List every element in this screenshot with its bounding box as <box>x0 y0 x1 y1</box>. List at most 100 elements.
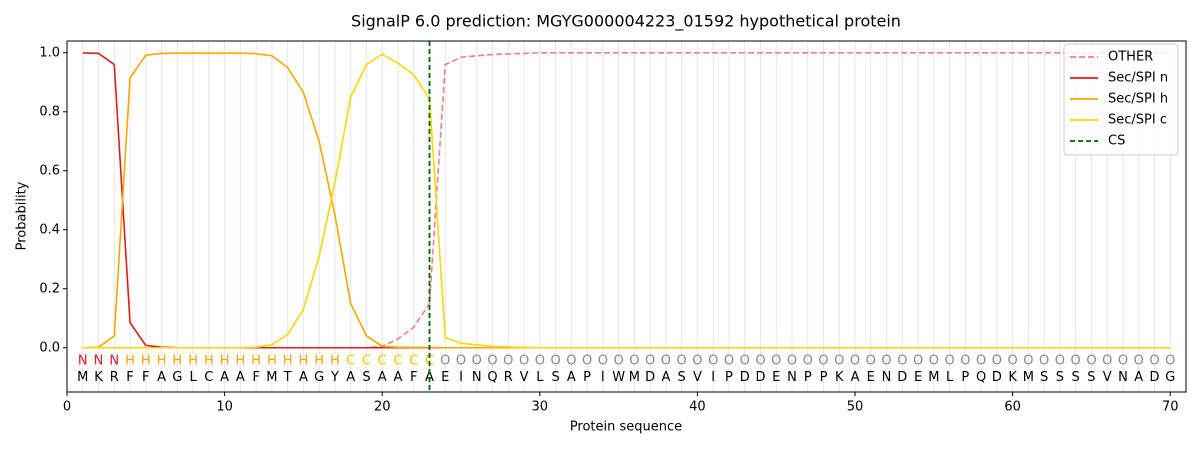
region-label: O <box>1134 354 1144 369</box>
region-label: O <box>866 354 876 369</box>
residue: D <box>645 370 655 385</box>
region-label: O <box>897 354 907 369</box>
region-label: O <box>629 354 639 369</box>
region-label: O <box>818 354 828 369</box>
residue: F <box>252 370 259 385</box>
region-label: O <box>787 354 797 369</box>
region-label: O <box>550 354 560 369</box>
residue: F <box>142 370 149 385</box>
x-tick-label: 0 <box>63 400 71 415</box>
series-line <box>82 51 1171 349</box>
residue: C <box>204 370 213 385</box>
region-label: N <box>78 354 88 369</box>
region-label: O <box>976 354 986 369</box>
residue: D <box>755 370 765 385</box>
residue: Y <box>330 370 339 385</box>
region-label: O <box>1071 354 1081 369</box>
residue: L <box>946 370 954 385</box>
region-label: H <box>299 354 309 369</box>
region-label: O <box>881 354 891 369</box>
region-label: H <box>204 354 214 369</box>
x-tick-label: 20 <box>374 400 391 415</box>
region-label: O <box>503 354 513 369</box>
x-tick-label: 30 <box>532 400 549 415</box>
region-label: O <box>708 354 718 369</box>
residue: T <box>283 370 292 385</box>
residue: K <box>1008 370 1017 385</box>
region-label: O <box>1165 354 1175 369</box>
residue: A <box>378 370 387 385</box>
y-axis-label: Probability <box>15 181 30 250</box>
residue: S <box>678 370 686 385</box>
region-label: H <box>157 354 167 369</box>
region-label: O <box>535 354 545 369</box>
residue: D <box>897 370 907 385</box>
residue: M <box>266 370 277 385</box>
y-tick-label: 0.6 <box>39 163 60 178</box>
y-tick-label: 1.0 <box>39 45 60 60</box>
region-label: H <box>188 354 198 369</box>
residue: E <box>441 370 449 385</box>
region-label: O <box>472 354 482 369</box>
residue: A <box>236 370 245 385</box>
y-tick-label: 0.4 <box>39 222 60 237</box>
region-label: C <box>362 354 371 369</box>
residue: A <box>851 370 860 385</box>
region-label: O <box>692 354 702 369</box>
region-label: O <box>913 354 923 369</box>
region-label: O <box>614 354 624 369</box>
residue: A <box>346 370 355 385</box>
region-label: C <box>378 354 387 369</box>
region-label: H <box>314 354 324 369</box>
region-label: O <box>1039 354 1049 369</box>
region-label: O <box>456 354 466 369</box>
residue: E <box>772 370 780 385</box>
region-label: O <box>645 354 655 369</box>
residue: M <box>1023 370 1034 385</box>
region-label: O <box>755 354 765 369</box>
residue: S <box>1072 370 1080 385</box>
region-label: O <box>740 354 750 369</box>
residue: G <box>172 370 182 385</box>
residue: V <box>1103 370 1112 385</box>
residue: W <box>612 370 625 385</box>
legend-box <box>1063 43 1179 156</box>
residue: A <box>1134 370 1143 385</box>
residue: D <box>1149 370 1159 385</box>
residue: N <box>472 370 482 385</box>
region-label: O <box>1102 354 1112 369</box>
residue: L <box>189 370 197 385</box>
series-line <box>82 51 1171 349</box>
residue: K <box>94 370 103 385</box>
residue: A <box>157 370 166 385</box>
residue: V <box>693 370 702 385</box>
region-label: O <box>582 354 592 369</box>
x-tick-label: 70 <box>1162 400 1179 415</box>
region-label: O <box>992 354 1002 369</box>
residue: N <box>1118 370 1128 385</box>
legend-label: Sec/SPI h <box>1108 92 1168 107</box>
region-label: H <box>267 354 277 369</box>
residue: M <box>928 370 939 385</box>
region-label: O <box>598 354 608 369</box>
residue: I <box>711 370 715 385</box>
region-label: H <box>251 354 261 369</box>
residue: F <box>410 370 417 385</box>
residue: Q <box>976 370 986 385</box>
region-label: O <box>1086 354 1096 369</box>
residue: F <box>126 370 133 385</box>
residue: A <box>220 370 229 385</box>
residue: N <box>787 370 797 385</box>
legend: OTHER Sec/SPI n Sec/SPI h Sec/SPI c CS <box>1063 43 1179 156</box>
residue: M <box>629 370 640 385</box>
residue: P <box>725 370 733 385</box>
residue: P <box>961 370 969 385</box>
residue: S <box>1087 370 1095 385</box>
region-label: O <box>1055 354 1065 369</box>
residue: S <box>551 370 559 385</box>
region-label: O <box>661 354 671 369</box>
residue: P <box>820 370 828 385</box>
region-label: O <box>566 354 576 369</box>
residue: E <box>867 370 875 385</box>
residue: I <box>459 370 463 385</box>
